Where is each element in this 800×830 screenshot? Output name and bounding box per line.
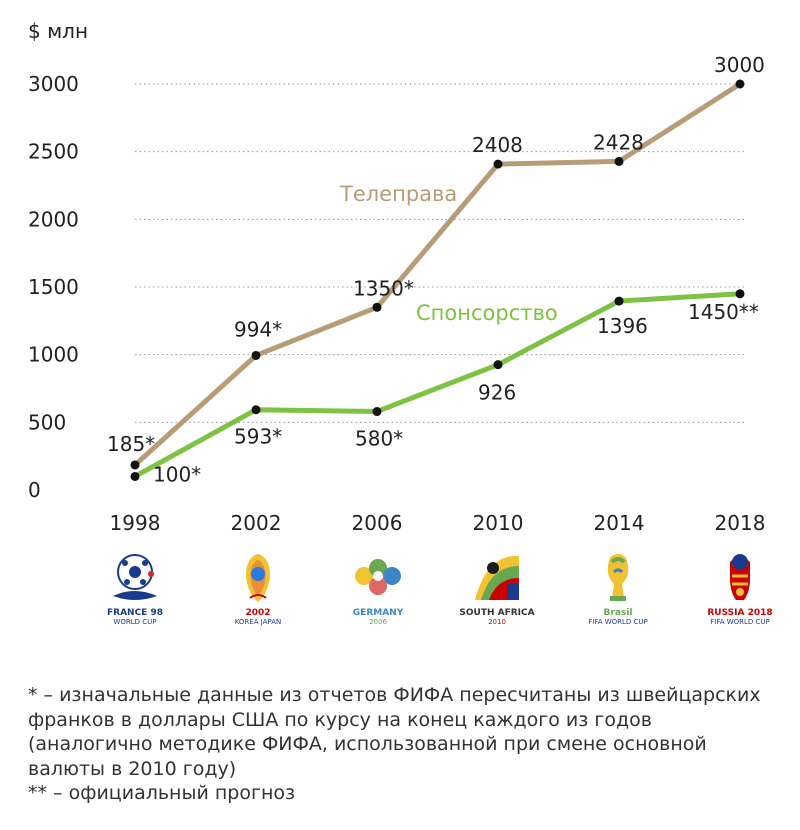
logo-caption: 2002 <box>245 608 271 618</box>
data-point <box>614 156 624 166</box>
data-point <box>251 405 261 415</box>
south-africa-2010-logo: SOUTH AFRICA 2010 <box>452 548 542 644</box>
germany-2006-logo: GERMANY 2006 <box>333 548 423 644</box>
data-point <box>130 471 140 481</box>
logo-subcaption: 2006 <box>369 618 387 626</box>
x-tick-label: 2014 <box>594 511 645 535</box>
logo-caption: FRANCE 98 <box>107 608 163 618</box>
x-axis-ticks: 1998 2002 2006 2010 2014 2018 <box>110 511 766 535</box>
russia-2018-logo: RUSSIA 2018 FIFA WORLD CUP <box>695 548 785 644</box>
logo-subcaption: KOREA JAPAN <box>234 618 282 626</box>
x-tick-label: 2002 <box>231 511 282 535</box>
y-tick-label: 2000 <box>28 207 79 231</box>
series-points <box>130 79 745 481</box>
data-point <box>372 302 382 312</box>
data-label: 100* <box>153 462 201 486</box>
series-line-0 <box>133 81 742 467</box>
logo-caption: GERMANY <box>352 608 404 618</box>
logo-caption: Brasil <box>603 608 633 618</box>
series-label-sponsorship: Спонсорство <box>416 301 558 325</box>
unit-label: $ млн <box>28 19 88 43</box>
korea-japan-2002-logo: 2002 KOREA JAPAN <box>213 548 303 644</box>
footnote-double-asterisk: ** – официальный прогноз <box>28 782 296 804</box>
logo-caption: SOUTH AFRICA <box>459 608 535 618</box>
data-label: 1450** <box>688 300 759 324</box>
series-label-tv-rights: Телеправа <box>339 182 457 206</box>
data-label: 926 <box>478 381 516 405</box>
y-tick-label: 3000 <box>28 72 79 96</box>
y-tick-label: 0 <box>28 478 41 502</box>
series-lines <box>133 81 742 479</box>
x-tick-label: 1998 <box>110 511 161 535</box>
logo-subcaption: FIFA WORLD CUP <box>710 618 770 626</box>
data-point <box>735 289 745 299</box>
y-axis-ticks: 0 500 1000 1500 2000 2500 3000 <box>28 72 79 502</box>
x-tick-label: 2010 <box>473 511 524 535</box>
world-cup-logos: FRANCE 98 WORLD CUP 2002 KOREA JAPAN GER… <box>0 548 800 648</box>
y-tick-label: 1500 <box>28 275 79 299</box>
y-tick-label: 2500 <box>28 140 79 164</box>
grid-lines <box>135 83 745 423</box>
south-africa-2010-emblem-icon <box>475 555 519 600</box>
russia-2018-emblem-icon <box>730 554 750 600</box>
logo-subcaption: WORLD CUP <box>113 618 157 626</box>
data-point <box>130 460 140 470</box>
logo-subcaption: FIFA WORLD CUP <box>588 618 648 626</box>
data-label: 185* <box>107 432 155 456</box>
data-label: 994* <box>234 317 282 341</box>
y-tick-label: 500 <box>28 410 66 434</box>
x-tick-label: 2018 <box>715 511 766 535</box>
data-point <box>493 159 503 169</box>
korea-japan-2002-emblem-icon <box>246 554 270 602</box>
data-point <box>735 79 745 89</box>
france-98-logo: FRANCE 98 WORLD CUP <box>90 548 180 644</box>
data-point <box>372 407 382 417</box>
data-point <box>251 350 261 360</box>
data-label: 593* <box>234 425 282 449</box>
france-98-emblem-icon <box>113 554 157 600</box>
line-chart: $ млн 0 500 1000 1500 2000 2500 3000 1998 2002 2… <box>28 19 766 535</box>
data-label: 580* <box>355 427 403 451</box>
brasil-2014-emblem-icon <box>607 554 629 601</box>
data-label: 1396 <box>597 314 648 338</box>
germany-2006-emblem-icon <box>355 559 401 595</box>
brasil-2014-logo: Brasil FIFA WORLD CUP <box>573 548 663 644</box>
footnote-asterisk: * – изначальные данные из отчетов ФИФА п… <box>28 684 761 780</box>
data-point <box>614 296 624 306</box>
data-labels: 185* 994* 1350* 2408 2428 3000 100* 593* 580* 926… <box>107 53 765 486</box>
y-tick-label: 1000 <box>28 343 79 367</box>
series-line-1 <box>133 291 741 479</box>
logo-caption: RUSSIA 2018 <box>707 608 773 618</box>
data-label: 2428 <box>593 130 644 154</box>
data-point <box>493 360 503 370</box>
data-label: 2408 <box>472 133 523 157</box>
x-tick-label: 2006 <box>352 511 403 535</box>
data-label: 3000 <box>714 53 765 77</box>
footnotes: * – изначальные данные из отчетов ФИФА п… <box>28 683 778 806</box>
data-label: 1350* <box>353 276 414 300</box>
logo-subcaption: 2010 <box>488 618 506 626</box>
